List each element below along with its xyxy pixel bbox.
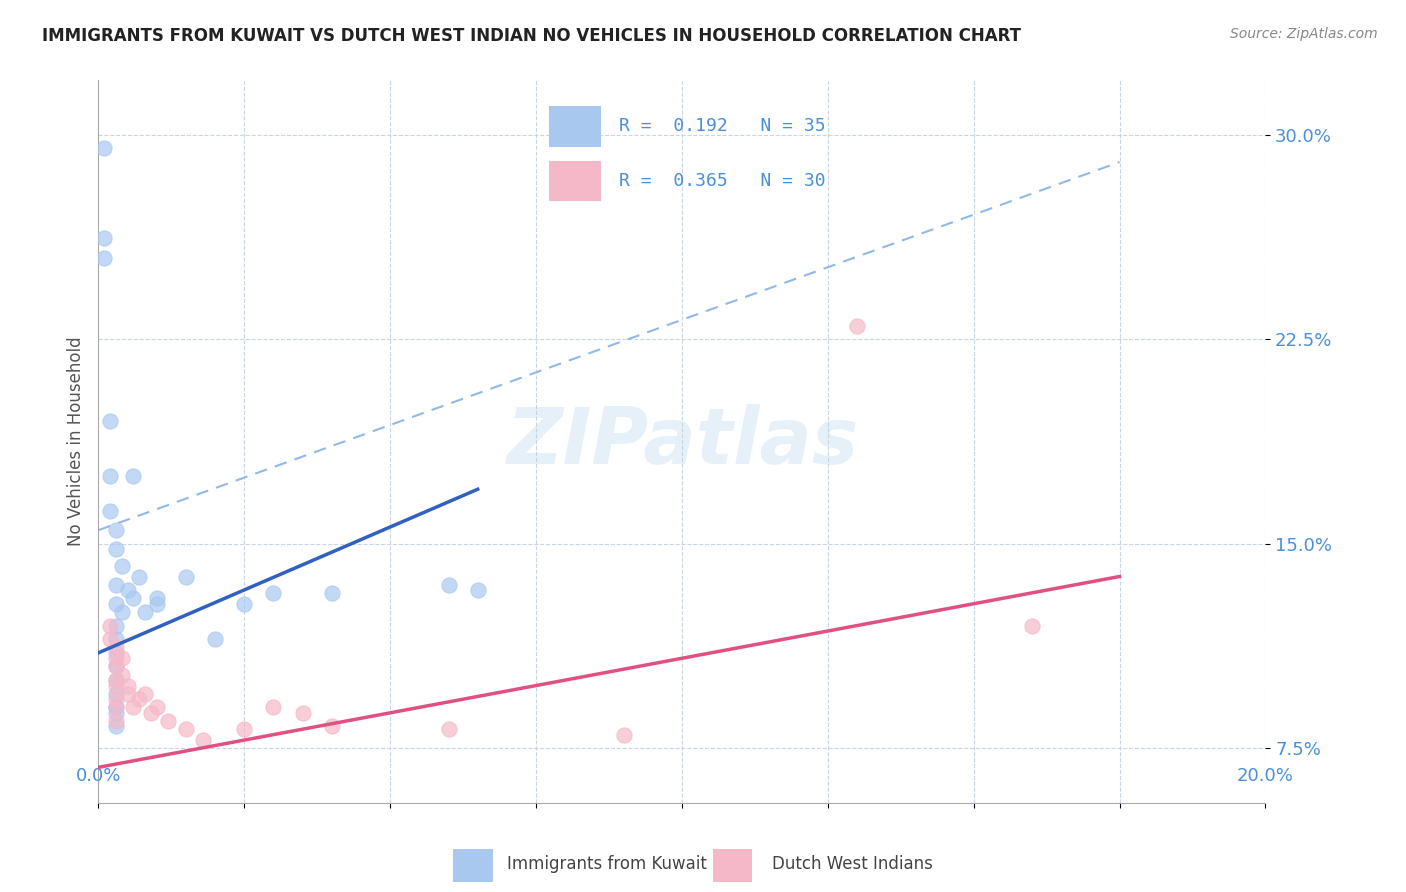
- Point: [111, 605, 134, 619]
- Point: [104, 679, 127, 693]
- Point: [233, 597, 256, 611]
- Point: [98, 632, 121, 647]
- Text: ZIPatlas: ZIPatlas: [506, 403, 858, 480]
- Y-axis label: No Vehicles in Household: No Vehicles in Household: [66, 336, 84, 547]
- Point: [612, 728, 634, 742]
- Point: [128, 692, 150, 706]
- Point: [157, 714, 180, 728]
- Point: [122, 468, 145, 483]
- Text: IMMIGRANTS FROM KUWAIT VS DUTCH WEST INDIAN NO VEHICLES IN HOUSEHOLD CORRELATION: IMMIGRANTS FROM KUWAIT VS DUTCH WEST IND…: [42, 27, 1021, 45]
- Point: [262, 700, 284, 714]
- Point: [104, 659, 127, 673]
- Point: [104, 632, 127, 647]
- Point: [117, 687, 139, 701]
- Point: [93, 141, 115, 155]
- Point: [233, 722, 256, 736]
- Point: [104, 719, 127, 733]
- Point: [262, 586, 284, 600]
- Point: [98, 414, 121, 428]
- Point: [104, 542, 127, 557]
- Point: [146, 591, 169, 606]
- Point: [134, 687, 156, 701]
- Point: [104, 659, 127, 673]
- Point: [104, 651, 127, 665]
- Point: [174, 569, 197, 583]
- Point: [437, 722, 460, 736]
- Point: [104, 597, 127, 611]
- Point: [104, 700, 127, 714]
- Point: [128, 569, 150, 583]
- Point: [93, 231, 115, 245]
- Point: [321, 719, 343, 733]
- Point: [122, 700, 145, 714]
- Point: [111, 667, 134, 681]
- Point: [98, 468, 121, 483]
- Point: [146, 700, 169, 714]
- Point: [104, 646, 127, 660]
- Point: [98, 504, 121, 518]
- Point: [104, 714, 127, 728]
- Point: [104, 692, 127, 706]
- Point: [321, 586, 343, 600]
- Text: 20.0%: 20.0%: [1237, 767, 1294, 785]
- Point: [139, 706, 162, 720]
- Point: [117, 679, 139, 693]
- Point: [846, 318, 869, 333]
- Point: [117, 583, 139, 598]
- Point: [193, 733, 215, 747]
- Point: [122, 591, 145, 606]
- Text: Source: ZipAtlas.com: Source: ZipAtlas.com: [1230, 27, 1378, 41]
- Point: [104, 640, 127, 655]
- Point: [104, 523, 127, 537]
- Point: [93, 251, 115, 265]
- Point: [204, 632, 226, 647]
- Text: 0.0%: 0.0%: [76, 767, 121, 785]
- Point: [104, 700, 127, 714]
- Point: [104, 673, 127, 687]
- Point: [467, 583, 489, 598]
- Point: [146, 597, 169, 611]
- Point: [104, 706, 127, 720]
- Point: [174, 722, 197, 736]
- Point: [104, 673, 127, 687]
- Point: [98, 618, 121, 632]
- Point: [104, 687, 127, 701]
- Point: [134, 605, 156, 619]
- Point: [111, 651, 134, 665]
- Point: [104, 577, 127, 591]
- Point: [291, 706, 314, 720]
- Point: [1021, 618, 1043, 632]
- Point: [111, 558, 134, 573]
- Point: [437, 577, 460, 591]
- Point: [104, 618, 127, 632]
